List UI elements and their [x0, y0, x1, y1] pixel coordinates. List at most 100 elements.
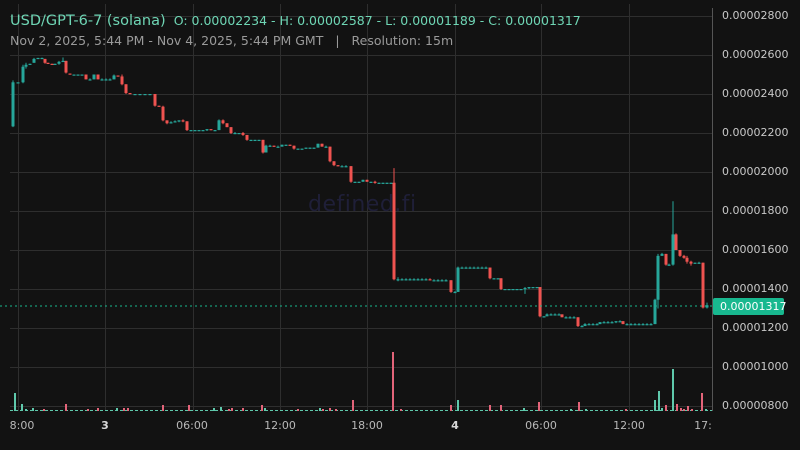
candle-body	[116, 75, 120, 77]
candle-body	[213, 130, 217, 132]
candle-body	[169, 122, 173, 124]
volume-bar	[213, 408, 215, 411]
pair-title: USD/GPT-6-7 (solana)	[10, 13, 166, 29]
time-axis-label: 17:	[694, 419, 712, 432]
candle-body	[396, 279, 400, 281]
price-axis-label: 0.00000800	[722, 399, 789, 412]
candle-body	[637, 324, 641, 326]
candle-body	[138, 94, 142, 96]
candle-body	[580, 326, 584, 328]
candle-body	[432, 280, 436, 282]
candle-body	[456, 267, 460, 292]
candle-body	[412, 279, 416, 281]
candle-body	[304, 147, 308, 149]
candle-body	[28, 63, 32, 65]
candle-body	[365, 179, 369, 182]
time-axis-label: 12:00	[613, 419, 645, 432]
candle-body	[253, 139, 257, 142]
price-axis-label: 0.00001000	[722, 360, 789, 373]
candle-body	[209, 129, 213, 131]
volume-bar	[319, 408, 321, 411]
candle-body	[610, 322, 614, 324]
volume-bar	[691, 409, 693, 411]
candle-body	[625, 324, 629, 326]
chart-header: USD/GPT-6-7 (solana) O: 0.00002234 - H: …	[10, 10, 581, 29]
candle-body	[161, 106, 165, 121]
candle-body	[181, 120, 185, 122]
candle-body	[641, 324, 645, 326]
price-axis-label: 0.00001800	[722, 204, 789, 217]
candle-body	[221, 120, 225, 124]
candle-body	[217, 120, 221, 131]
price-axis-label: 0.00001600	[722, 243, 789, 256]
candle-body	[24, 64, 28, 67]
candle-body	[392, 182, 396, 280]
candle-body	[682, 255, 686, 258]
volume-bar	[665, 405, 667, 411]
candle-body	[177, 120, 181, 122]
time-axis-label: 12:00	[264, 419, 296, 432]
volume-bar	[127, 408, 129, 411]
candle-body	[404, 279, 408, 281]
candle-body	[353, 181, 357, 183]
candle-body	[261, 139, 265, 153]
candle-body	[591, 324, 595, 326]
candle-body	[193, 130, 197, 132]
candle-body	[349, 166, 353, 182]
candle-body	[268, 145, 272, 147]
candle-body	[205, 129, 209, 131]
candle-body	[440, 280, 444, 282]
candle-body	[53, 63, 57, 65]
candle-body	[667, 264, 671, 266]
candle-body	[685, 257, 689, 262]
volume-bar	[392, 352, 394, 411]
candle-body	[408, 279, 412, 281]
volume-bar	[264, 408, 266, 411]
time-axis-label: 8:00	[9, 419, 35, 432]
candle-body	[519, 289, 523, 291]
candle-body	[664, 253, 668, 265]
watermark: defined.fi	[308, 192, 417, 217]
candle-body	[128, 93, 132, 95]
volume-bar	[188, 405, 190, 411]
candle-body	[480, 267, 484, 269]
candle-body	[316, 143, 320, 148]
candle-body	[621, 321, 625, 325]
candlesticks	[11, 57, 709, 328]
candle-body	[229, 127, 233, 133]
candle-body	[237, 133, 241, 135]
volume-bar	[585, 409, 587, 411]
candle-body	[46, 62, 50, 64]
candle-body	[515, 289, 519, 291]
candle-body	[424, 279, 428, 281]
candle-body	[308, 147, 312, 149]
candle-body	[549, 314, 553, 316]
candle-body	[369, 181, 373, 183]
candle-body	[645, 324, 649, 326]
candle-body	[11, 82, 15, 127]
candle-body	[531, 287, 535, 289]
candle-body	[148, 94, 152, 96]
volume-bar	[457, 400, 459, 411]
candle-body	[503, 289, 507, 291]
candle-body	[84, 74, 88, 80]
candle-body	[36, 57, 40, 60]
time-axis-label: 06:00	[176, 419, 208, 432]
candle-body	[542, 316, 546, 318]
volume-bar	[231, 408, 233, 411]
candle-body	[496, 278, 500, 280]
volume-bar	[523, 408, 525, 411]
volume-bar	[43, 409, 45, 411]
volume-bar	[220, 407, 222, 411]
volume-bar	[625, 409, 627, 411]
volume-bar	[335, 409, 337, 411]
last-price-tag: 0.00001317	[713, 298, 786, 315]
candle-body	[288, 144, 292, 146]
candle-body	[120, 76, 124, 85]
candle-body	[189, 130, 193, 132]
volume-bar	[297, 409, 299, 411]
volume-bar	[661, 408, 663, 411]
price-axis-label: 0.00001200	[722, 321, 789, 334]
candle-body	[488, 267, 492, 279]
